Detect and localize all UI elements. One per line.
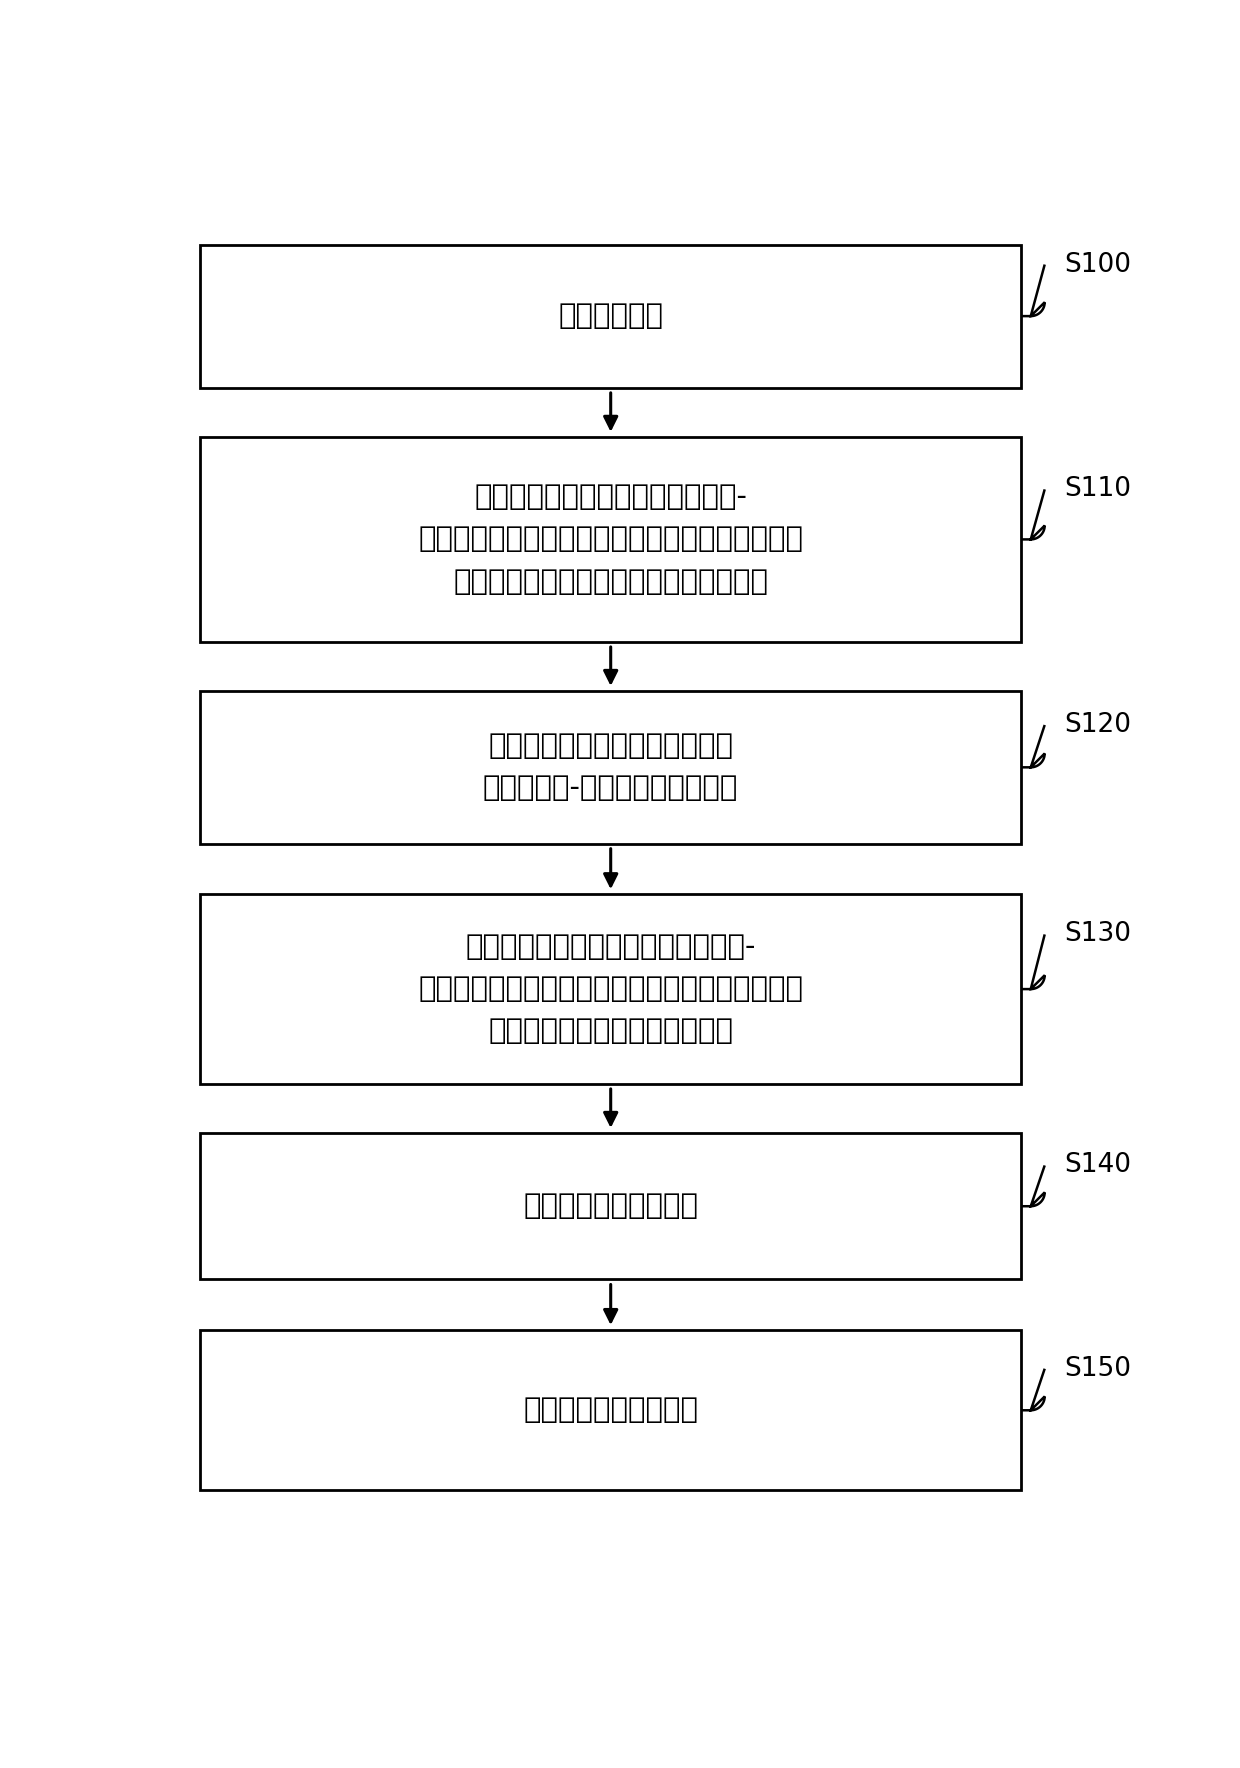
Text: 基于检测结果，结合根据扩充的疾病-
疾病相关因子字典得到的疾病相关因子对应于疾病
的相关性打分，计算疾病的分数: 基于检测结果，结合根据扩充的疾病- 疾病相关因子字典得到的疾病相关因子对应于疾病…: [418, 934, 804, 1045]
Text: S130: S130: [1064, 921, 1131, 948]
Bar: [200, 1133, 1022, 1280]
Bar: [200, 244, 1022, 387]
Text: 检测提取出来的词语和表达是否
在标准疾病-疾病相关因子字典中: 检测提取出来的词语和表达是否 在标准疾病-疾病相关因子字典中: [484, 732, 738, 803]
Bar: [200, 895, 1022, 1084]
Text: S110: S110: [1064, 476, 1131, 502]
Text: S100: S100: [1064, 251, 1131, 278]
Text: S120: S120: [1064, 713, 1131, 737]
Bar: [200, 691, 1022, 843]
Text: 对疾病的分数进行排序: 对疾病的分数进行排序: [523, 1192, 698, 1220]
Text: S140: S140: [1064, 1153, 1131, 1179]
Bar: [200, 437, 1022, 642]
Text: 根据排序结果确定疾病: 根据排序结果确定疾病: [523, 1397, 698, 1425]
Text: S150: S150: [1064, 1356, 1131, 1383]
Text: 利用基于词向量建立的扩充的疾病-
疾病相关因子字典，对患者描述进行关键词匹配，
提取患者描述中跟医学相关的词语和表达: 利用基于词向量建立的扩充的疾病- 疾病相关因子字典，对患者描述进行关键词匹配， …: [418, 483, 804, 596]
Bar: [200, 1330, 1022, 1490]
Text: 获取患者描述: 获取患者描述: [558, 302, 663, 331]
